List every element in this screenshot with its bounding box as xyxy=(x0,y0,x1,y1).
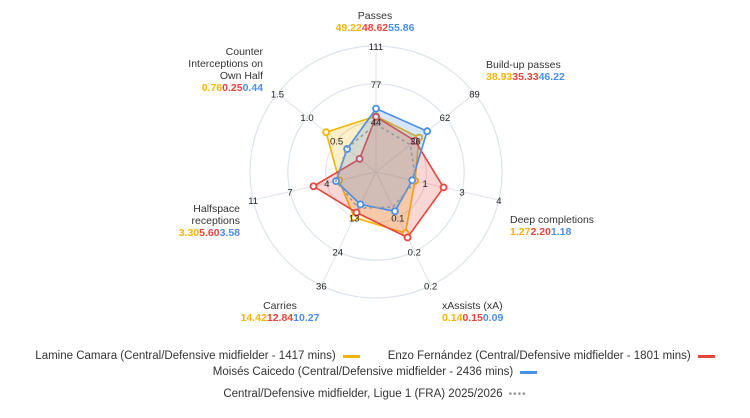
axis-label: Passes 49.2248.6255.86 xyxy=(295,10,455,34)
legend-dotted-swatch: •••• xyxy=(508,388,527,400)
tick-label: 1.0 xyxy=(300,113,313,124)
series-value: 3.58 xyxy=(219,227,240,239)
axis-values: 49.2248.6255.86 xyxy=(295,22,455,34)
data-point xyxy=(408,176,417,185)
axis-label: Deep completions 1.272.201.18 xyxy=(510,214,650,238)
tick-label: 44 xyxy=(371,118,382,129)
legend-item-moises-caicedo[interactable]: Moisés Caicedo (Central/Defensive midfie… xyxy=(212,366,538,378)
series-value: 0.25 xyxy=(222,82,243,94)
axis-label: Counter Interceptions on Own Half 0.760.250… xyxy=(103,46,263,94)
tick-label: 1.5 xyxy=(271,89,284,100)
axis-title: Counter Interceptions on Own Half xyxy=(188,46,263,82)
series-value: 49.22 xyxy=(335,22,362,34)
legend-item-benchmark[interactable]: Central/Defensive midfielder, Ligue 1 (F… xyxy=(223,388,526,400)
legend-swatch xyxy=(520,370,538,374)
tick-label: 89 xyxy=(469,89,480,100)
series-value: 0.09 xyxy=(482,312,504,324)
tick-label: 36 xyxy=(316,282,327,293)
tick-label: 3 xyxy=(459,188,464,199)
legend-swatch xyxy=(697,354,715,358)
series-value: 14.42 xyxy=(240,312,267,324)
series-value: 0.44 xyxy=(242,82,263,94)
series-value: 0.15 xyxy=(462,312,483,324)
axis-title: Passes xyxy=(357,10,393,22)
tick-label: 7 xyxy=(287,188,292,199)
legend-item-enzo-fernandez[interactable]: Enzo Fernández (Central/Defensive midfie… xyxy=(388,350,715,362)
axis-title: Deep completions xyxy=(510,214,595,226)
series-value: 1.18 xyxy=(550,226,572,238)
series-value: 1.27 xyxy=(510,226,531,238)
series-value: 2.20 xyxy=(530,226,551,238)
data-point xyxy=(423,127,432,136)
data-point xyxy=(372,112,380,121)
axis-title: Halfspace receptions xyxy=(191,203,240,227)
axis-values: 14.4212.8410.27 xyxy=(210,312,350,324)
data-point xyxy=(309,182,318,191)
legend-label: Central/Defensive midfielder, Ligue 1 (F… xyxy=(223,388,503,400)
series-value: 0.76 xyxy=(201,82,223,94)
data-point xyxy=(403,233,412,242)
tick-label: 0.2 xyxy=(408,247,421,258)
axis-label: Carries 14.4212.8410.27 xyxy=(210,300,350,324)
legend-label: Moisés Caicedo (Central/Defensive midfie… xyxy=(212,366,514,378)
axis-label: xAssists (xA) 0.140.150.09 xyxy=(442,300,582,324)
axis-values: 3.305.603.58 xyxy=(100,227,240,239)
axis-values: 0.760.250.44 xyxy=(103,82,263,94)
axis-values: 0.140.150.09 xyxy=(442,312,582,324)
tick-label: 62 xyxy=(440,113,451,124)
tick-label: 24 xyxy=(332,247,343,258)
axis-line xyxy=(375,171,432,286)
data-point xyxy=(411,136,420,145)
axis-label: Halfspace receptions 3.305.603.58 xyxy=(100,203,240,239)
series-value: 35.33 xyxy=(512,71,539,83)
series-value: 55.86 xyxy=(388,22,415,34)
series-value: 0.14 xyxy=(442,312,463,324)
data-point xyxy=(356,200,365,209)
series-value: 3.30 xyxy=(178,227,200,239)
tick-label: 0.1 xyxy=(391,213,404,224)
tick-label: 0.5 xyxy=(330,137,343,148)
legend-swatch xyxy=(342,354,360,358)
data-point xyxy=(391,207,399,216)
axis-values: 1.272.201.18 xyxy=(510,226,650,238)
axis-line xyxy=(320,171,377,286)
tick-label: 111 xyxy=(369,42,383,53)
data-point xyxy=(355,155,364,163)
tick-label: 1 xyxy=(422,179,427,190)
tick-label: 0.2 xyxy=(424,282,437,293)
tick-label: 13 xyxy=(349,213,360,224)
series-value: 10.27 xyxy=(293,312,320,324)
data-point xyxy=(439,183,448,192)
tick-label: 36 xyxy=(410,137,421,148)
data-point xyxy=(372,104,380,113)
series-value: 5.60 xyxy=(199,227,220,239)
legend-label: Lamine Camara (Central/Defensive midfiel… xyxy=(35,350,336,362)
data-point xyxy=(322,128,330,137)
axis-title: Build-up passes xyxy=(486,59,561,71)
series-value: 12.84 xyxy=(266,312,294,324)
tick-label: 77 xyxy=(371,80,382,91)
tick-label: 11 xyxy=(248,196,258,207)
legend-label: Enzo Fernández (Central/Defensive midfie… xyxy=(387,350,691,362)
axis-title: xAssists (xA) xyxy=(442,300,503,312)
legend-row-2: Moisés Caicedo (Central/Defensive midfie… xyxy=(0,366,750,378)
axis-label: Build-up passes 38.9335.3346.22 xyxy=(486,59,626,83)
series-value: 38.93 xyxy=(486,71,513,83)
series-value: 48.62 xyxy=(361,22,389,34)
tick-label: 4 xyxy=(324,179,329,190)
tick-label: 4 xyxy=(496,196,501,207)
legend-row-3: Central/Defensive midfielder, Ligue 1 (F… xyxy=(0,388,750,400)
series-value: 46.22 xyxy=(538,71,565,83)
legend-row-1: Lamine Camara (Central/Defensive midfiel… xyxy=(0,350,750,362)
axis-title: Carries xyxy=(263,300,297,312)
axis-line xyxy=(375,171,499,201)
benchmark-polygon xyxy=(334,123,417,210)
axis-values: 38.9335.3346.22 xyxy=(486,71,626,83)
data-point xyxy=(352,208,361,217)
legend-item-lamine-camara[interactable]: Lamine Camara (Central/Defensive midfiel… xyxy=(35,350,360,362)
